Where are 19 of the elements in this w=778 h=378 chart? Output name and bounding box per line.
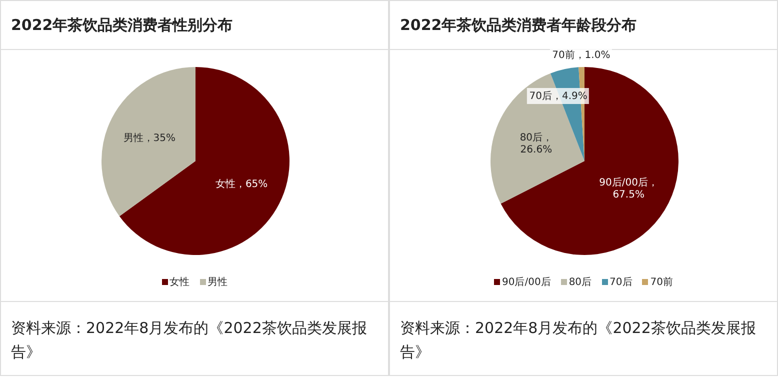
- pie-slice: [500, 67, 678, 255]
- data-label: 男性，35%: [122, 132, 177, 146]
- data-label: 女性，65%: [214, 178, 269, 192]
- data-label: 90后/00后，67.5%: [598, 176, 659, 202]
- legend-label: 80后: [568, 276, 592, 289]
- pie-slice: [102, 67, 196, 216]
- legend-label: 男性: [206, 276, 228, 289]
- text: 资料来源：2022年8月发布的《2022茶饮品类发展报告》: [390, 301, 777, 375]
- chart-title: 2022年茶饮品类消费者年龄段分布: [390, 1, 777, 50]
- legend-label: 70前: [649, 276, 674, 289]
- data-label: 70后，4.9%: [527, 88, 590, 104]
- data-label: 80后，26.6%: [518, 131, 554, 156]
- legend-label: 女性: [168, 276, 190, 289]
- pie-slice: [119, 67, 290, 255]
- chart-title: 2022年茶饮品类消费者性别分布: [1, 1, 388, 50]
- data-label: 70前，1.0%: [550, 47, 612, 64]
- text: 资料来源：2022年8月发布的《2022茶饮品类发展报告》: [1, 301, 388, 375]
- legend-label: 70后: [608, 276, 632, 289]
- legend-label: 90后/00后: [500, 276, 551, 289]
